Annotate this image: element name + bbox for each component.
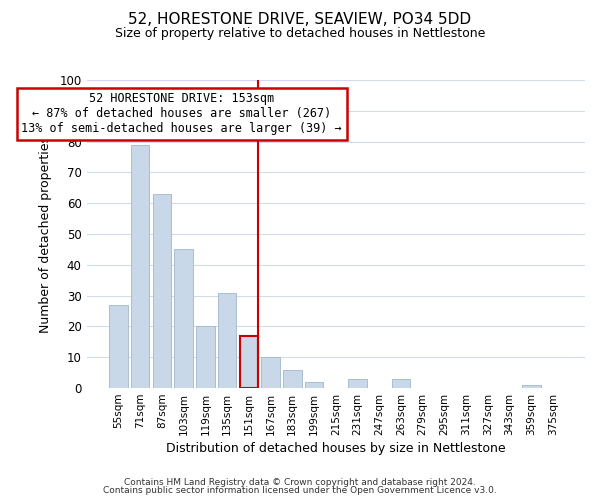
Bar [348, 379, 367, 388]
Bar [392, 379, 410, 388]
Text: 52 HORESTONE DRIVE: 153sqm
← 87% of detached houses are smaller (267)
13% of sem: 52 HORESTONE DRIVE: 153sqm ← 87% of deta… [22, 92, 342, 136]
Bar [262, 358, 280, 388]
Text: 52, HORESTONE DRIVE, SEAVIEW, PO34 5DD: 52, HORESTONE DRIVE, SEAVIEW, PO34 5DD [128, 12, 472, 28]
Bar [175, 250, 193, 388]
Text: Contains public sector information licensed under the Open Government Licence v3: Contains public sector information licen… [103, 486, 497, 495]
Bar [239, 336, 258, 388]
Bar [218, 292, 236, 388]
Bar [152, 194, 171, 388]
Y-axis label: Number of detached properties: Number of detached properties [40, 136, 52, 332]
Bar [305, 382, 323, 388]
Bar [196, 326, 215, 388]
Bar [522, 385, 541, 388]
Bar [283, 370, 302, 388]
X-axis label: Distribution of detached houses by size in Nettlestone: Distribution of detached houses by size … [166, 442, 506, 455]
Bar [109, 305, 128, 388]
Text: Contains HM Land Registry data © Crown copyright and database right 2024.: Contains HM Land Registry data © Crown c… [124, 478, 476, 487]
Bar [131, 144, 149, 388]
Text: Size of property relative to detached houses in Nettlestone: Size of property relative to detached ho… [115, 28, 485, 40]
